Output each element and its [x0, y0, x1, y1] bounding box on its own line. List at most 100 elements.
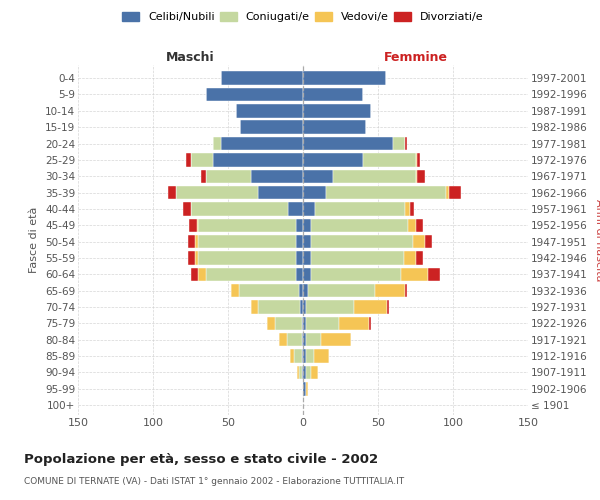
Bar	[183, 202, 191, 215]
Bar	[189, 218, 197, 232]
Bar	[308, 284, 375, 298]
Bar	[191, 202, 288, 215]
Bar	[176, 186, 258, 200]
Bar	[235, 104, 303, 118]
Bar	[408, 218, 415, 232]
Bar	[279, 333, 287, 346]
Bar	[290, 350, 294, 363]
Bar	[221, 72, 303, 85]
Bar	[363, 153, 415, 166]
Bar	[186, 153, 191, 166]
Bar	[294, 350, 302, 363]
Bar	[213, 137, 221, 150]
Bar	[425, 235, 432, 248]
Bar	[205, 88, 303, 101]
Bar	[297, 366, 299, 379]
Bar	[302, 333, 303, 346]
Bar	[393, 137, 405, 150]
Y-axis label: Anni di nascita: Anni di nascita	[594, 198, 600, 281]
Bar	[302, 350, 303, 363]
Bar	[303, 252, 311, 264]
Text: COMUNE DI TERNATE (VA) - Dati ISTAT 1° gennaio 2002 - Elaborazione TUTTITALIA.IT: COMUNE DI TERNATE (VA) - Dati ISTAT 1° g…	[24, 478, 404, 486]
Bar	[187, 252, 195, 264]
Bar	[303, 186, 325, 200]
Bar	[240, 120, 303, 134]
Bar	[198, 235, 296, 248]
Bar	[205, 268, 296, 281]
Bar	[287, 333, 302, 346]
Bar	[205, 170, 251, 183]
Bar	[303, 235, 311, 248]
Bar	[288, 202, 303, 215]
Y-axis label: Fasce di età: Fasce di età	[29, 207, 40, 273]
Bar	[306, 300, 354, 314]
Bar	[314, 350, 329, 363]
Bar	[191, 153, 213, 166]
Bar	[306, 316, 339, 330]
Bar	[187, 235, 195, 248]
Bar	[231, 284, 239, 298]
Bar	[197, 218, 198, 232]
Bar	[303, 104, 371, 118]
Bar	[427, 268, 439, 281]
Text: Maschi: Maschi	[166, 51, 215, 64]
Bar	[375, 284, 405, 298]
Bar	[445, 186, 449, 200]
Bar	[449, 186, 461, 200]
Bar	[195, 252, 198, 264]
Bar	[299, 284, 303, 298]
Bar	[251, 170, 303, 183]
Bar	[404, 252, 415, 264]
Bar	[306, 350, 314, 363]
Bar	[302, 366, 303, 379]
Bar	[296, 268, 303, 281]
Bar	[333, 170, 415, 183]
Bar	[311, 218, 408, 232]
Bar	[405, 202, 409, 215]
Bar	[405, 284, 407, 298]
Bar	[221, 137, 303, 150]
Bar	[303, 88, 363, 101]
Bar	[296, 235, 303, 248]
Bar	[251, 300, 258, 314]
Bar	[315, 202, 405, 215]
Bar	[387, 300, 389, 314]
Bar	[267, 316, 275, 330]
Bar	[302, 316, 303, 330]
Bar	[306, 382, 308, 396]
Bar	[303, 316, 306, 330]
Bar	[401, 268, 427, 281]
Bar	[168, 186, 176, 200]
Bar	[354, 300, 387, 314]
Bar	[413, 235, 425, 248]
Bar	[303, 170, 333, 183]
Bar	[306, 333, 321, 346]
Text: Femmine: Femmine	[383, 51, 448, 64]
Bar	[201, 170, 205, 183]
Bar	[415, 252, 423, 264]
Bar	[405, 137, 407, 150]
Bar	[191, 268, 198, 281]
Bar	[303, 202, 315, 215]
Bar	[303, 72, 386, 85]
Bar	[258, 186, 303, 200]
Bar	[409, 202, 414, 215]
Text: Popolazione per età, sesso e stato civile - 2002: Popolazione per età, sesso e stato civil…	[24, 452, 378, 466]
Bar	[303, 300, 306, 314]
Bar	[306, 366, 311, 379]
Bar	[303, 333, 306, 346]
Bar	[415, 170, 417, 183]
Bar	[239, 284, 299, 298]
Bar	[311, 366, 318, 379]
Bar	[275, 316, 302, 330]
Bar	[303, 218, 311, 232]
Bar	[198, 252, 296, 264]
Bar	[198, 218, 296, 232]
Bar	[303, 284, 308, 298]
Bar	[303, 120, 366, 134]
Bar	[321, 333, 351, 346]
Bar	[213, 153, 303, 166]
Legend: Celibi/Nubili, Coniugati/e, Vedovi/e, Divorziati/e: Celibi/Nubili, Coniugati/e, Vedovi/e, Di…	[118, 8, 488, 27]
Bar	[415, 218, 423, 232]
Bar	[258, 300, 300, 314]
